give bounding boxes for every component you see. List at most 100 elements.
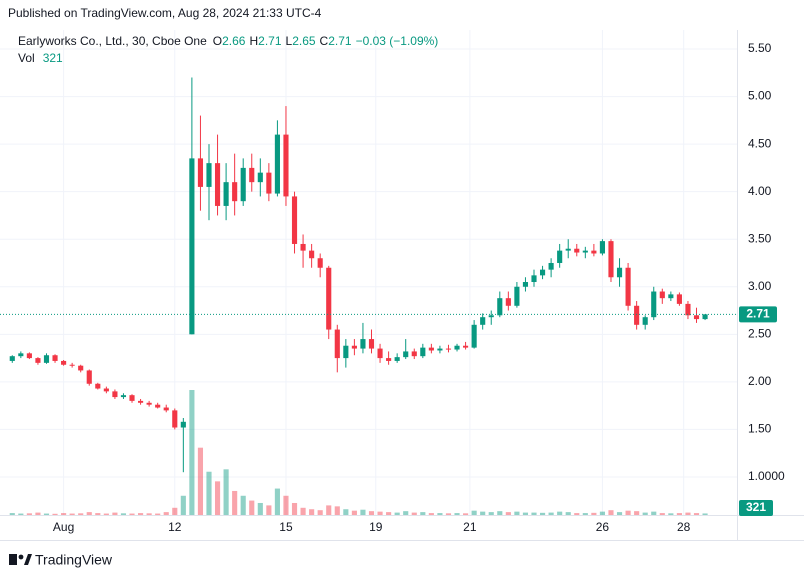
candle-body — [172, 410, 178, 428]
candle-body — [480, 317, 486, 325]
volume-bar — [668, 513, 674, 515]
volume-bar — [240, 495, 246, 515]
candle-body — [642, 317, 648, 325]
volume-bar — [180, 495, 186, 515]
volume-bar — [454, 513, 460, 515]
price-tag — [739, 306, 777, 323]
candle-body — [702, 314, 708, 320]
candle-body — [249, 167, 255, 183]
volume-bar — [223, 469, 229, 515]
volume-bar — [197, 447, 204, 515]
candle-body — [95, 383, 101, 389]
volume-bar — [659, 513, 665, 515]
volume-bar — [471, 510, 477, 515]
legend-title: Earlyworks Co., Ltd., 30, Cboe One — [18, 34, 207, 48]
volume-bar — [386, 512, 392, 515]
volume-bar — [95, 513, 101, 515]
candle-body — [78, 365, 84, 371]
volume-bar — [377, 511, 383, 515]
candle-body — [616, 267, 623, 278]
volume-bar — [420, 512, 426, 515]
volume-bar — [18, 513, 24, 515]
y-tick-label: 5.00 — [748, 89, 772, 103]
volume-bar — [317, 510, 323, 515]
volume-bar — [676, 513, 682, 515]
volume-bar — [112, 512, 118, 515]
legend-value: 2.71 — [328, 34, 352, 48]
volume-bar — [283, 495, 289, 515]
candle-body — [685, 303, 691, 316]
volume-bar — [574, 513, 580, 515]
logo-mark — [24, 554, 32, 565]
candle-body — [548, 262, 554, 270]
candle-body — [343, 345, 349, 359]
candle-body — [377, 348, 383, 359]
volume-bar — [505, 512, 511, 515]
volume-bar — [599, 511, 605, 515]
volume-bar — [634, 511, 640, 515]
volume-bar — [428, 513, 434, 515]
volume-bar — [403, 511, 409, 515]
x-tick-label: 26 — [596, 520, 610, 534]
x-tick-label: 15 — [279, 520, 293, 534]
volume-bar — [172, 507, 178, 515]
volume-bar — [616, 512, 623, 515]
candle-body — [351, 345, 357, 349]
volume-bar — [257, 502, 263, 515]
candle-body — [129, 395, 135, 401]
candle-body — [69, 364, 75, 366]
volume-bar — [514, 511, 520, 515]
volume-bar — [437, 513, 443, 515]
volume-bar — [334, 506, 340, 515]
volume-bar — [625, 510, 631, 515]
candle-body — [223, 182, 229, 206]
candle-body — [35, 358, 41, 363]
published-note: Published on TradingView.com, Aug 28, 20… — [8, 6, 322, 20]
candle-body — [61, 360, 67, 365]
y-tick-label: 3.00 — [748, 279, 772, 293]
volume-bar — [291, 502, 298, 515]
candle-body — [463, 345, 469, 348]
volume-bar — [548, 512, 554, 515]
candle-body — [9, 356, 15, 361]
x-tick-label: 28 — [677, 520, 691, 534]
candle-body — [86, 370, 92, 384]
candle-body — [138, 400, 144, 403]
volume-bar — [163, 512, 169, 515]
volume-bar — [274, 488, 280, 515]
volume-bar — [129, 513, 135, 515]
footer-brand: TradingView — [35, 552, 113, 568]
candle-body — [608, 241, 614, 278]
volume-bar — [360, 509, 366, 515]
volume-bar — [343, 509, 349, 515]
volume-bar — [26, 513, 32, 515]
volume-bar — [120, 513, 127, 515]
volume-bar — [557, 511, 563, 515]
y-tick-label: 5.50 — [748, 41, 772, 55]
legend-value: 2.66 — [222, 34, 246, 48]
candle-body — [309, 250, 315, 259]
y-tick-label: 2.00 — [748, 374, 772, 388]
volume-bar — [394, 512, 400, 515]
candle-body — [591, 250, 597, 254]
candle-body — [428, 347, 434, 351]
candle-body — [599, 241, 605, 254]
candle-body — [266, 172, 272, 194]
volume-bar — [155, 513, 161, 515]
candle-body — [514, 286, 520, 306]
legend-key: L — [286, 34, 293, 48]
legend-key: H — [249, 34, 258, 48]
volume-bar — [52, 513, 58, 515]
plot-area — [0, 30, 737, 515]
volume-bar — [463, 513, 469, 515]
candle-body — [454, 345, 460, 350]
logo-mark — [9, 554, 17, 565]
y-tick-label: 1.0000 — [748, 469, 785, 483]
volume-bar — [206, 471, 212, 515]
volume-bar — [214, 481, 221, 515]
candle-body — [531, 275, 537, 283]
candle-body — [334, 329, 340, 359]
price-tag-label: 2.71 — [746, 307, 770, 321]
legend-key: O — [213, 34, 222, 48]
